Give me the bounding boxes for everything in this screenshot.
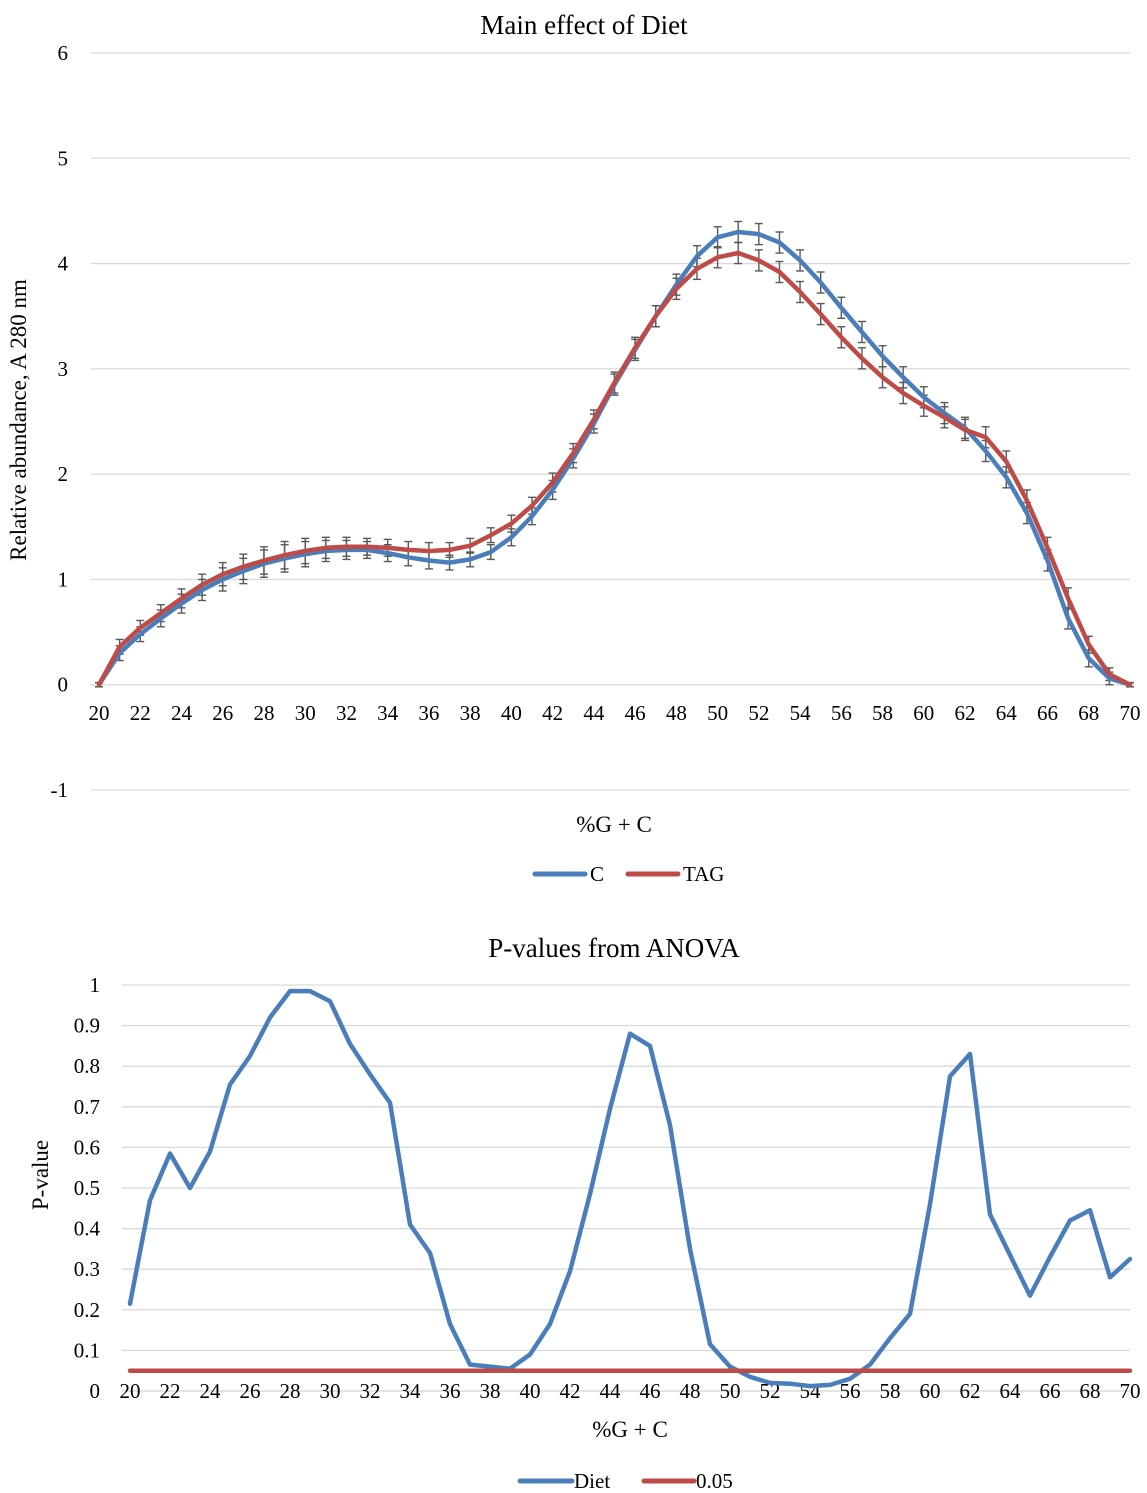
y-tick-label: 0.9 <box>74 1014 100 1038</box>
chart2-legend-label-threshold: 0.05 <box>696 1469 733 1493</box>
series-line-c <box>96 229 1133 687</box>
chart1-error-bars <box>95 220 1134 688</box>
x-tick-label: 30 <box>295 701 316 725</box>
y-tick-label: 6 <box>58 41 69 65</box>
x-tick-label: 68 <box>1080 1379 1101 1403</box>
chart2-y-tick-labels: 0 0.1 0.2 0.3 0.4 0.5 0.6 0.7 0.8 0.9 1 <box>74 973 101 1403</box>
x-tick-label: 32 <box>360 1379 381 1403</box>
x-tick-label: 44 <box>600 1379 622 1403</box>
x-tick-label: 42 <box>560 1379 581 1403</box>
chart2-x-axis-title: %G + C <box>592 1417 668 1442</box>
y-tick-label: 4 <box>58 252 69 276</box>
x-tick-label: 36 <box>440 1379 461 1403</box>
x-tick-label: 26 <box>240 1379 261 1403</box>
x-tick-label: 64 <box>1000 1379 1022 1403</box>
x-tick-label: 28 <box>253 701 274 725</box>
x-tick-label: 44 <box>583 701 605 725</box>
y-tick-label: 1 <box>90 973 101 997</box>
x-tick-label: 66 <box>1040 1379 1061 1403</box>
chart1-y-axis-title: Relative abundance, A 280 nm <box>6 279 31 561</box>
y-tick-label: 0.2 <box>74 1298 100 1322</box>
x-tick-label: 30 <box>320 1379 341 1403</box>
x-tick-label: 60 <box>920 1379 941 1403</box>
x-tick-label: 20 <box>120 1379 141 1403</box>
series-line-diet <box>127 988 1133 1389</box>
x-tick-label: 38 <box>480 1379 501 1403</box>
y-tick-label: 0.3 <box>74 1257 100 1281</box>
x-tick-label: 32 <box>336 701 357 725</box>
x-tick-label: 36 <box>418 701 439 725</box>
chart1-legend: C TAG <box>532 862 724 886</box>
x-tick-label: 52 <box>748 701 769 725</box>
chart2-y-axis-title: P-value <box>28 1140 53 1210</box>
chart2-series-lines <box>127 988 1133 1389</box>
y-tick-label: -1 <box>51 778 69 802</box>
chart2-gridlines <box>122 984 1130 1392</box>
x-tick-label: 48 <box>680 1379 701 1403</box>
chart2-title: P-values from ANOVA <box>488 933 740 963</box>
x-tick-label: 56 <box>840 1379 861 1403</box>
x-tick-label: 28 <box>280 1379 301 1403</box>
chart1-title: Main effect of Diet <box>480 10 688 40</box>
chart1-x-tick-labels: 20 22 24 26 28 30 32 34 36 38 40 42 44 46 48 50 52 54 56 58… <box>89 701 1141 725</box>
chart2-legend: Diet 0.05 <box>517 1469 733 1493</box>
chart1-legend-label-tag: TAG <box>683 862 724 886</box>
y-tick-label: 0 <box>90 1379 101 1403</box>
chart1-x-axis-title: %G + C <box>576 812 652 837</box>
y-tick-label: 0.1 <box>74 1338 100 1362</box>
series-line-tag <box>96 250 1133 687</box>
x-tick-label: 64 <box>996 701 1018 725</box>
y-tick-label: 0 <box>58 673 69 697</box>
x-tick-label: 46 <box>625 701 646 725</box>
y-tick-label: 3 <box>58 357 69 381</box>
x-tick-label: 34 <box>400 1379 422 1403</box>
x-tick-label: 42 <box>542 701 563 725</box>
chart1-gridlines <box>91 52 1130 791</box>
x-tick-label: 56 <box>831 701 852 725</box>
x-tick-label: 40 <box>501 701 522 725</box>
x-tick-label: 58 <box>880 1379 901 1403</box>
y-tick-label: 0.7 <box>74 1095 100 1119</box>
chart-p-values-from-anova: P-values from ANOVA 00.10.20.30.40.50.60… <box>28 933 1141 1493</box>
x-tick-label: 50 <box>720 1379 741 1403</box>
x-tick-label: 66 <box>1037 701 1058 725</box>
x-tick-label: 26 <box>212 701 233 725</box>
x-tick-label: 54 <box>800 1379 822 1403</box>
x-tick-label: 54 <box>790 701 812 725</box>
y-tick-label: 5 <box>58 146 69 170</box>
x-tick-label: 62 <box>955 701 976 725</box>
y-tick-label: 0.4 <box>74 1217 101 1241</box>
chart1-legend-label-c: C <box>590 862 604 886</box>
y-tick-label: 0.5 <box>74 1176 100 1200</box>
x-tick-label: 24 <box>200 1379 222 1403</box>
x-tick-label: 38 <box>460 701 481 725</box>
x-tick-label: 60 <box>913 701 934 725</box>
x-tick-label: 46 <box>640 1379 661 1403</box>
y-tick-label: 0.8 <box>74 1054 100 1078</box>
x-tick-label: 62 <box>960 1379 981 1403</box>
chart1-series-lines <box>96 229 1133 687</box>
x-tick-label: 68 <box>1078 701 1099 725</box>
chart2-legend-label-diet: Diet <box>574 1469 610 1493</box>
x-tick-label: 50 <box>707 701 728 725</box>
x-tick-label: 34 <box>377 701 399 725</box>
chart2-x-tick-labels: 20 22 24 26 28 30 32 34 36 38 40 42 44 46 48 50 52 54 56 58… <box>120 1379 1141 1403</box>
y-tick-label: 1 <box>58 567 69 591</box>
x-tick-label: 22 <box>130 701 151 725</box>
chart1-y-tick-labels: -1 0 1 2 3 4 5 6 <box>51 41 69 802</box>
x-tick-label: 20 <box>89 701 110 725</box>
y-tick-label: 0.6 <box>74 1135 100 1159</box>
x-tick-label: 24 <box>171 701 193 725</box>
y-tick-label: 2 <box>58 462 69 486</box>
x-tick-label: 58 <box>872 701 893 725</box>
x-tick-label: 48 <box>666 701 687 725</box>
x-tick-label: 40 <box>520 1379 541 1403</box>
x-tick-label: 70 <box>1120 701 1141 725</box>
x-tick-label: 70 <box>1120 1379 1141 1403</box>
x-tick-label: 22 <box>160 1379 181 1403</box>
